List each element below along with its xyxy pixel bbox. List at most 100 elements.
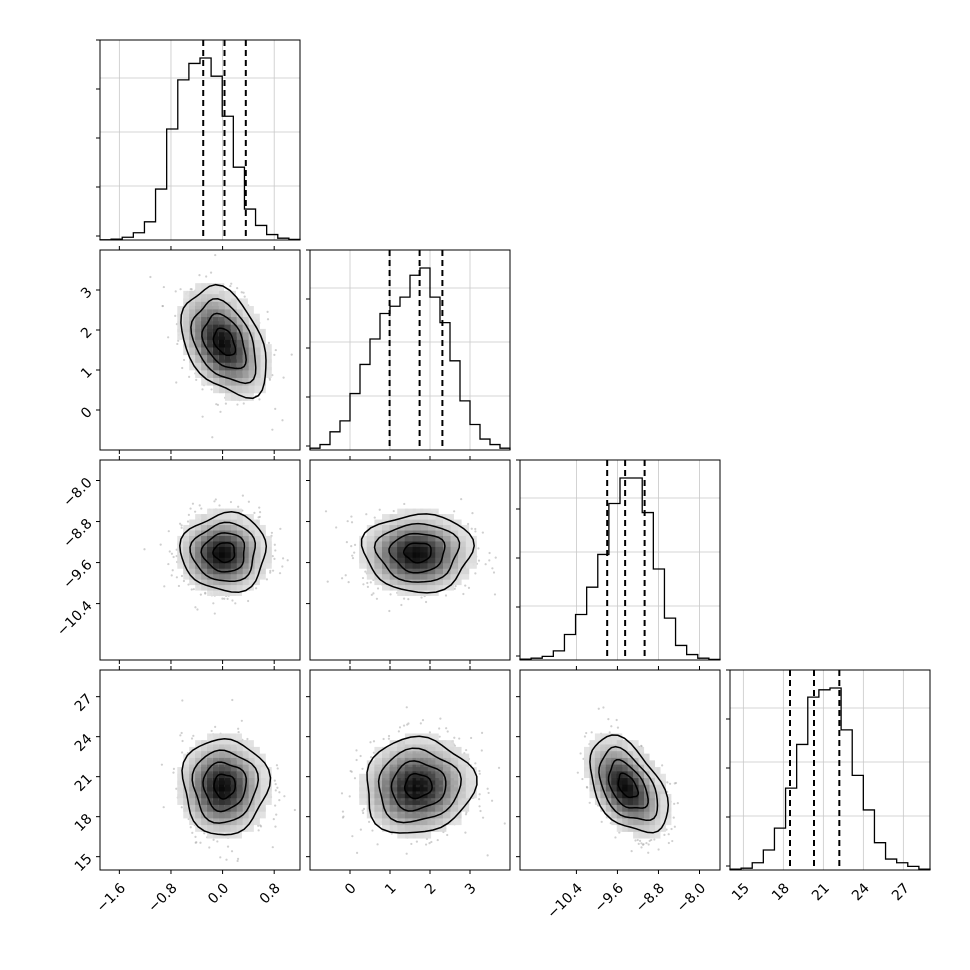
density-cell	[224, 787, 236, 799]
scatter-point	[214, 253, 217, 257]
density-cell	[213, 290, 225, 302]
density-cell	[397, 740, 409, 752]
density-cell	[213, 740, 225, 752]
density-cell	[427, 793, 439, 805]
density-cell	[248, 328, 260, 340]
density-cell	[183, 290, 195, 302]
scatter-point	[464, 584, 467, 587]
density-cell	[207, 773, 219, 785]
density-cell	[435, 800, 447, 812]
scatter-point	[355, 749, 358, 752]
scatter-point	[237, 505, 240, 508]
density-cell	[420, 793, 432, 805]
density-cell	[183, 773, 195, 785]
scatter-point	[667, 841, 670, 845]
density-cell	[420, 827, 432, 839]
density-cell	[242, 760, 254, 772]
density-cell	[224, 773, 236, 785]
density-cell	[207, 313, 219, 325]
density-cell	[230, 336, 242, 348]
density-cell	[224, 508, 236, 520]
density-cell	[236, 760, 248, 772]
density-cell	[404, 800, 416, 812]
density-cell	[224, 366, 236, 378]
scatter-point	[444, 594, 448, 597]
density-cell	[189, 746, 201, 758]
density-cell	[177, 780, 189, 792]
density-cell	[404, 767, 416, 779]
scatter-point	[181, 739, 184, 743]
scatter-point	[453, 587, 456, 590]
scatter-point	[187, 817, 190, 821]
scatter-point	[234, 602, 237, 605]
scatter-point	[588, 801, 591, 804]
density-cell	[213, 780, 225, 792]
density-cell	[260, 793, 272, 805]
density-cell	[242, 344, 254, 356]
scatter-point	[180, 574, 184, 578]
density-cell	[427, 753, 439, 765]
density-cell	[195, 290, 207, 302]
density-cell	[230, 787, 242, 799]
density-cell	[442, 793, 454, 805]
scatter-point	[438, 727, 441, 730]
density-cell	[359, 773, 371, 785]
density-cell	[442, 760, 454, 772]
density-cell	[219, 820, 231, 832]
hist-panel-3	[726, 669, 931, 871]
scatter-point	[162, 806, 165, 809]
density-cell	[242, 306, 254, 318]
scatter-point	[400, 603, 403, 607]
scatter-point	[458, 737, 461, 740]
scatter-point	[350, 545, 353, 548]
scatter-point	[274, 783, 277, 786]
contour-level-3	[181, 738, 272, 836]
density-cell	[242, 336, 254, 348]
scatter-point	[167, 530, 170, 533]
scatter-point	[199, 841, 202, 844]
density-cell	[213, 321, 225, 333]
density-cell	[189, 298, 201, 310]
scatter-point	[205, 275, 208, 278]
density-cell	[248, 780, 260, 792]
scatter-point	[465, 748, 468, 752]
scatter-point	[223, 597, 226, 600]
density-cell	[213, 366, 225, 378]
density-cell	[189, 313, 201, 325]
scatter-point	[276, 767, 279, 770]
density-cell	[397, 773, 409, 785]
density-cell	[213, 283, 225, 295]
hist-frame-0	[99, 39, 301, 241]
density-cell	[230, 382, 242, 394]
density-cell	[242, 807, 254, 819]
scatter-point	[428, 731, 432, 734]
density-cell	[213, 760, 225, 772]
density-cell	[183, 793, 195, 805]
scatter-point	[478, 772, 481, 775]
hist-frame-3	[729, 669, 931, 871]
scatter-point	[453, 736, 456, 739]
scatter-point	[167, 336, 170, 339]
density-cell	[236, 787, 248, 799]
scatter-point	[359, 754, 362, 758]
scatter-point	[281, 565, 284, 568]
scatter-point	[274, 407, 277, 410]
density-cell	[374, 800, 386, 812]
scatter-point	[382, 737, 385, 741]
density-cell	[195, 780, 207, 792]
density-cell	[458, 524, 470, 536]
scatter-point	[663, 833, 666, 836]
scatter-point	[372, 751, 375, 754]
scatter-point	[474, 527, 477, 531]
scatter-point	[225, 858, 228, 861]
density-cell	[397, 508, 409, 520]
contour-level-1	[388, 532, 446, 574]
scatter-point	[474, 762, 477, 765]
density-cell	[213, 767, 225, 779]
density-cell	[236, 351, 248, 363]
density-cell	[248, 793, 260, 805]
density-cell	[207, 780, 219, 792]
density-cell	[195, 767, 207, 779]
density-cell	[435, 746, 447, 758]
density-cell	[427, 780, 439, 792]
